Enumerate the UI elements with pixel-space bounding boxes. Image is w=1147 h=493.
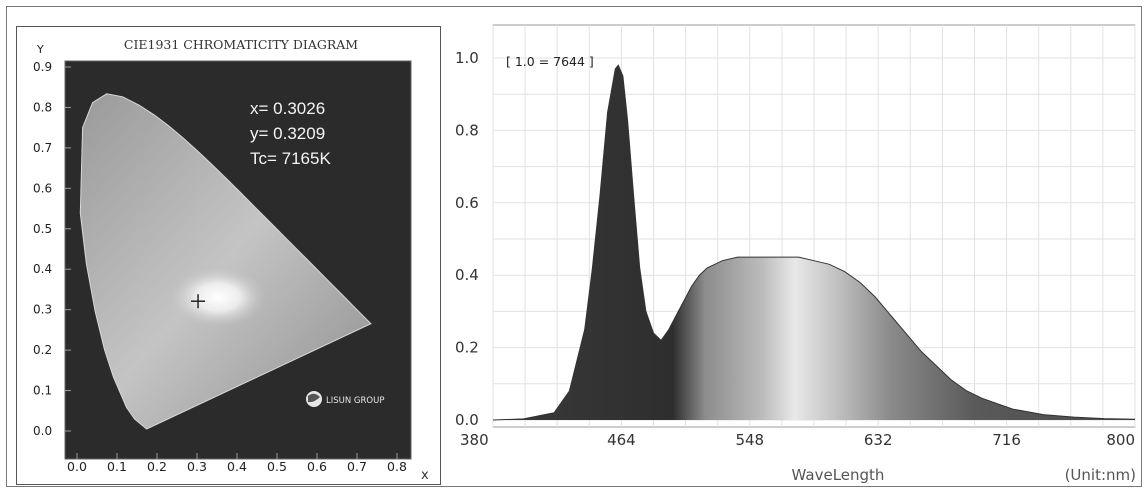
peak-reference-label: [ 1.0 = 7644 ] xyxy=(506,54,594,69)
cie-x-tick-label: 0.7 xyxy=(347,459,367,474)
logo-text: LISUN GROUP xyxy=(326,396,384,406)
cie-chart-title: CIE1931 CHROMATICITY DIAGRAM xyxy=(124,37,358,52)
spectrum-y-tick-label: 0.0 xyxy=(455,411,479,429)
spectrum-y-tick-label: 1.0 xyxy=(455,49,479,67)
cie-y-tick-label: 0.0 xyxy=(33,424,52,438)
spectrum-panel: 0.0 0.2 0.4 0.6 0.8 1.0 380 464 548 632 716 800 [ 1… xyxy=(448,20,1140,488)
cie-annotation-x: x= 0.3026 xyxy=(250,99,325,118)
spectrum-x-tick-label: 380 xyxy=(460,431,489,449)
spectrum-y-tick-label: 0.4 xyxy=(455,266,479,284)
cie-diagram-panel: 0.0 0.1 0.2 0.3 0.4 0.5 0.6 0.7 0.8 0.9 0.0 0.1 0.2 0… xyxy=(16,26,441,485)
cie-annotation-tc: Tc= 7165K xyxy=(250,149,331,168)
cie-x-tick-label: 0.3 xyxy=(187,459,207,474)
cie-y-tick-label: 0.7 xyxy=(33,141,52,155)
cie-y-tick-label: 0.5 xyxy=(33,222,52,236)
cie-x-tick-label: 0.5 xyxy=(267,459,287,474)
cie-y-tick-label: 0.1 xyxy=(33,384,52,398)
cie-x-tick-label: 0.0 xyxy=(67,459,87,474)
cie-x-tick-label: 0.2 xyxy=(147,459,167,474)
cie-y-tick-label: 0.9 xyxy=(33,60,52,74)
spectrum-x-tick-label: 464 xyxy=(607,431,636,449)
spectrum-unit-label: (Unit:nm) xyxy=(1065,466,1136,484)
cie-x-tick-label: 0.4 xyxy=(227,459,247,474)
cie-y-axis-label: Y xyxy=(36,43,44,56)
cie-plot-border xyxy=(64,60,412,460)
spectrum-y-tick-label: 0.6 xyxy=(455,194,479,212)
chromaticity-point-marker xyxy=(191,294,206,309)
spectrum-axis-ticks: 0.0 0.2 0.4 0.6 0.8 1.0 380 464 548 632 716 800 xyxy=(455,49,1135,449)
spectrum-x-tick-label: 548 xyxy=(735,431,764,449)
cie-y-tick-label: 0.2 xyxy=(33,343,52,357)
cie-axis-ticks: 0.0 0.1 0.2 0.3 0.4 0.5 0.6 0.7 0.8 0.9 0.0 0.1 0.2 0… xyxy=(33,60,407,474)
white-region-glow xyxy=(170,267,267,328)
cie-x-tick-label: 0.6 xyxy=(307,459,327,474)
cie-y-tick-label: 0.8 xyxy=(33,100,52,114)
cie-x-tick-label: 0.1 xyxy=(107,459,127,474)
spectral-locus xyxy=(79,93,372,430)
spectrum-y-tick-label: 0.8 xyxy=(455,121,479,139)
lisun-logo: LISUN GROUP xyxy=(306,391,384,407)
spectrum-area-series xyxy=(493,65,1135,420)
cie-diagram-svg: 0.0 0.1 0.2 0.3 0.4 0.5 0.6 0.7 0.8 0.9 0.0 0.1 0.2 0… xyxy=(33,37,429,483)
spectrum-chart-svg: 0.0 0.2 0.4 0.6 0.8 1.0 380 464 548 632 716 800 [ 1… xyxy=(455,24,1136,484)
spectrum-x-axis-label: WaveLength xyxy=(792,466,885,484)
cie-y-tick-label: 0.4 xyxy=(33,262,52,276)
cie-y-tick-label: 0.3 xyxy=(33,303,52,317)
cie-x-tick-label: 0.8 xyxy=(387,459,407,474)
cie-annotation-y: y= 0.3209 xyxy=(250,124,325,143)
spectrum-outline xyxy=(492,64,1136,421)
spectrum-y-tick-label: 0.2 xyxy=(455,339,479,357)
cie-y-tick-label: 0.6 xyxy=(33,181,52,195)
spectrum-x-tick-label: 716 xyxy=(992,431,1021,449)
spectrum-x-tick-label: 632 xyxy=(864,431,893,449)
spectrum-x-tick-label: 800 xyxy=(1106,431,1135,449)
cie-x-axis-label: x xyxy=(421,468,429,483)
